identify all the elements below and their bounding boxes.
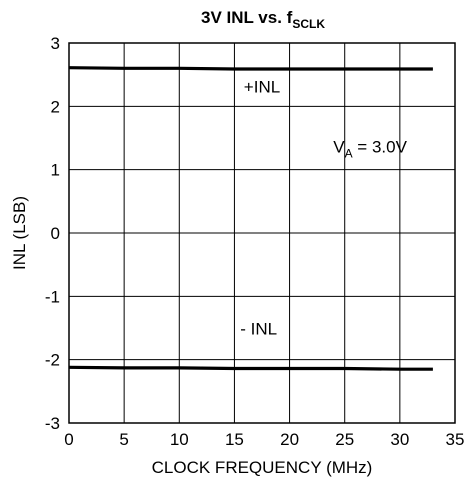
series-line-minus-inl	[68, 365, 433, 371]
series-line-plus-inl	[68, 66, 433, 71]
y-tick-label: -1	[45, 287, 60, 306]
x-tick-label: 15	[225, 430, 244, 449]
y-tick-label: -2	[45, 351, 60, 370]
y-axis-tick-labels: -3 -2 -1 0 1 2 3	[45, 34, 60, 433]
x-tick-label: 25	[335, 430, 354, 449]
y-tick-label: 0	[51, 224, 60, 243]
x-tick-label: 35	[446, 430, 465, 449]
y-tick-label: 1	[51, 161, 60, 180]
y-tick-label: -3	[45, 414, 60, 433]
y-axis-title: INL (LSB)	[10, 196, 29, 270]
x-axis-tick-labels: 0 5 10 15 20 25 30 35	[64, 430, 464, 449]
annotation-minus-inl: - INL	[240, 319, 277, 338]
series-lines	[68, 66, 433, 371]
chart-title-main: 3V INL vs. f	[201, 8, 293, 27]
annotation-va: VA = 3.0V	[333, 138, 407, 161]
y-tick-label: 2	[51, 97, 60, 116]
x-axis-title: CLOCK FREQUENCY (MHz)	[152, 458, 373, 477]
annotations: +INL - INL VA = 3.0V	[240, 77, 407, 338]
annotation-plus-inl: +INL	[244, 77, 280, 96]
grid	[69, 43, 455, 423]
x-tick-label: 0	[64, 430, 73, 449]
y-tick-label: 3	[51, 34, 60, 53]
plot-frame	[68, 42, 456, 424]
x-tick-label: 10	[170, 430, 189, 449]
x-tick-label: 5	[119, 430, 128, 449]
x-tick-label: 20	[280, 430, 299, 449]
x-tick-label: 30	[390, 430, 409, 449]
chart-title-subscript: SCLK	[292, 17, 325, 31]
chart-title: 3V INL vs. fSCLK	[201, 8, 325, 31]
